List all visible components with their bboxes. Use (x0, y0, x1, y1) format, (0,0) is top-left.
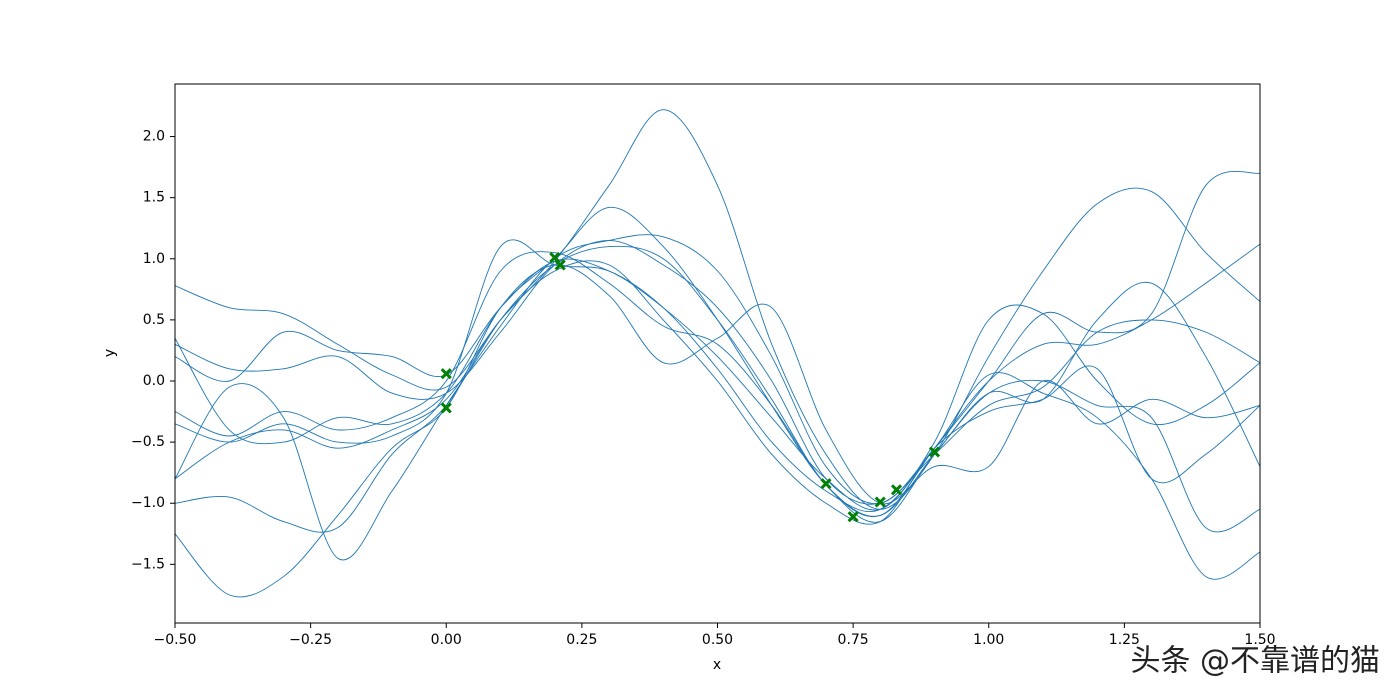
watermark: 头条 @不靠谱的猫 (1130, 644, 1380, 679)
x-tick-label: 1.00 (973, 632, 1004, 648)
x-tick-label: 0.25 (566, 632, 597, 648)
x-axis-label: x (713, 657, 721, 673)
sample-line (175, 243, 1260, 533)
plot-area (175, 109, 1260, 598)
sample-line (175, 170, 1260, 511)
y-tick-label: 1.0 (143, 251, 165, 267)
y-tick-label: −0.5 (131, 434, 165, 450)
y-tick-label: 0.5 (143, 312, 165, 328)
x-tick-label: 1.25 (1109, 632, 1140, 648)
sample-line (175, 260, 1260, 525)
x-tick-label: −0.50 (154, 632, 197, 648)
y-tick-label: −1.5 (131, 556, 165, 572)
observation-marker (440, 402, 452, 414)
y-tick-label: −1.0 (131, 495, 165, 511)
observation-marker (874, 496, 886, 508)
observation-marker (440, 368, 452, 380)
x-tick-label: 1.50 (1244, 632, 1275, 648)
x-tick-label: 0.75 (838, 632, 869, 648)
sample-line (175, 264, 1260, 598)
observation-marker (847, 511, 859, 523)
observation-marker (820, 478, 832, 490)
x-tick-label: 0.00 (431, 632, 462, 648)
sample-line (175, 206, 1260, 517)
observation-marker (554, 259, 566, 271)
y-tick-label: 2.0 (143, 129, 165, 145)
sample-line (175, 251, 1260, 533)
x-tick-label: 0.50 (702, 632, 733, 648)
y-tick-label: 1.5 (143, 190, 165, 206)
y-axis-label: y (102, 349, 118, 357)
y-tick-label: 0.0 (143, 373, 165, 389)
sample-line (175, 239, 1260, 505)
x-tick-label: −0.25 (289, 632, 332, 648)
observation-marker (928, 446, 941, 458)
observation-marker (890, 484, 903, 496)
sample-line (175, 234, 1260, 580)
sample-line (175, 109, 1260, 510)
sample-line (175, 239, 1260, 513)
